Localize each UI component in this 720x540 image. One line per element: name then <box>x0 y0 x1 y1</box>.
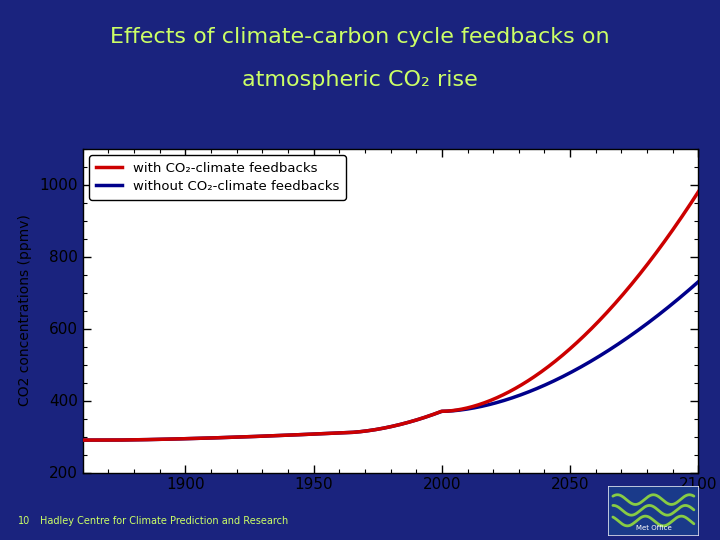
Text: Met Office: Met Office <box>636 525 671 531</box>
Text: 10: 10 <box>18 516 30 526</box>
Legend: with CO₂-climate feedbacks, without CO₂-climate feedbacks: with CO₂-climate feedbacks, without CO₂-… <box>89 155 346 200</box>
Text: atmospheric CO₂ rise: atmospheric CO₂ rise <box>242 70 478 90</box>
Text: Hadley Centre for Climate Prediction and Research: Hadley Centre for Climate Prediction and… <box>40 516 288 526</box>
Text: Effects of climate-carbon cycle feedbacks on: Effects of climate-carbon cycle feedback… <box>110 27 610 47</box>
Y-axis label: CO2 concentrations (ppmv): CO2 concentrations (ppmv) <box>19 214 32 407</box>
